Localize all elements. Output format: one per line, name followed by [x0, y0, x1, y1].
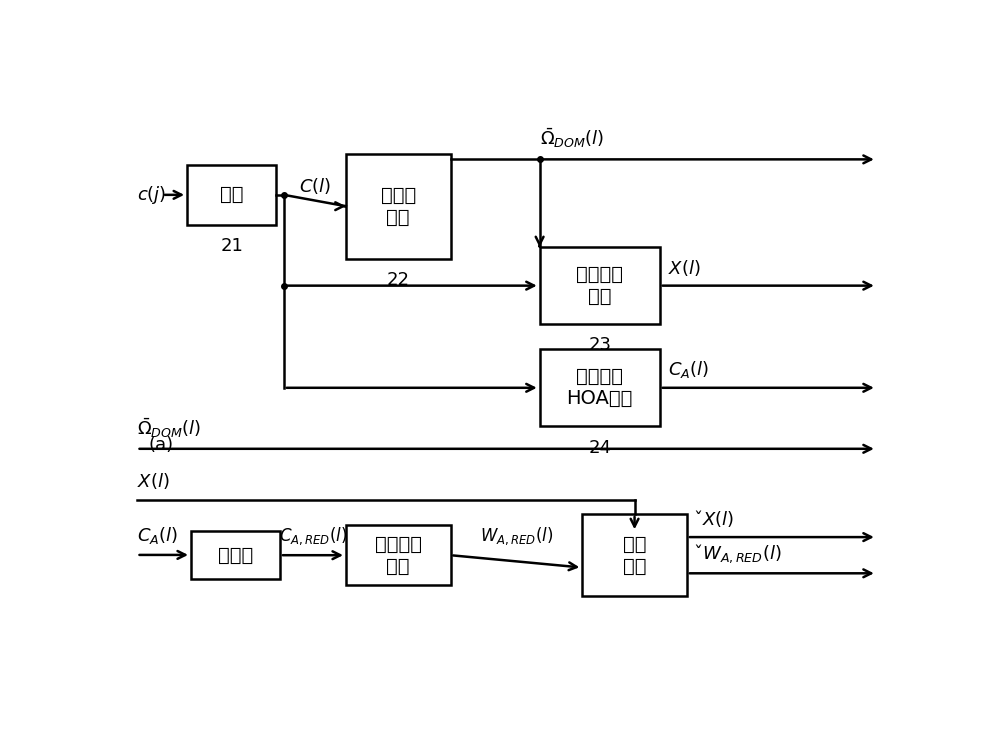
Text: $c(j)$: $c(j)$ — [137, 184, 166, 206]
Text: 23: 23 — [588, 336, 611, 354]
Bar — [346, 154, 450, 259]
Text: $\bar{\Omega}_{DOM}(l)$: $\bar{\Omega}_{DOM}(l)$ — [137, 416, 201, 440]
Bar — [540, 248, 660, 324]
Text: 计算方向
信号: 计算方向 信号 — [576, 265, 623, 306]
Text: 阶降低: 阶降低 — [218, 545, 253, 565]
Text: $\bar{\Omega}_{DOM}(l)$: $\bar{\Omega}_{DOM}(l)$ — [540, 127, 604, 150]
Text: 22: 22 — [387, 271, 410, 289]
Bar — [187, 165, 276, 225]
Text: $X(l)$: $X(l)$ — [668, 258, 700, 278]
Text: $C_A(l)$: $C_A(l)$ — [668, 359, 709, 380]
Text: 感知
编码: 感知 编码 — [623, 535, 646, 576]
Text: $\check{X}(l)$: $\check{X}(l)$ — [695, 508, 734, 529]
Text: 估计主
方向: 估计主 方向 — [381, 186, 416, 227]
Text: $C_A(l)$: $C_A(l)$ — [137, 525, 178, 546]
Text: 计算环境
HOA分量: 计算环境 HOA分量 — [566, 367, 633, 408]
Text: 球谐函数
变换: 球谐函数 变换 — [375, 535, 422, 576]
Bar — [540, 349, 660, 426]
Bar — [582, 514, 687, 596]
Bar — [346, 525, 450, 585]
Text: 成帧: 成帧 — [220, 185, 243, 204]
Text: $C_{A,RED}(l)$: $C_{A,RED}(l)$ — [279, 525, 347, 548]
Text: $X(l)$: $X(l)$ — [137, 471, 169, 491]
Text: $\check{W}_{A,RED}(l)$: $\check{W}_{A,RED}(l)$ — [695, 542, 781, 565]
Text: (a): (a) — [148, 436, 173, 454]
Text: 21: 21 — [220, 237, 243, 255]
Text: 24: 24 — [588, 439, 611, 457]
Bar — [191, 531, 280, 579]
Text: $C(l)$: $C(l)$ — [299, 176, 331, 196]
Text: $W_{A,RED}(l)$: $W_{A,RED}(l)$ — [480, 525, 553, 548]
